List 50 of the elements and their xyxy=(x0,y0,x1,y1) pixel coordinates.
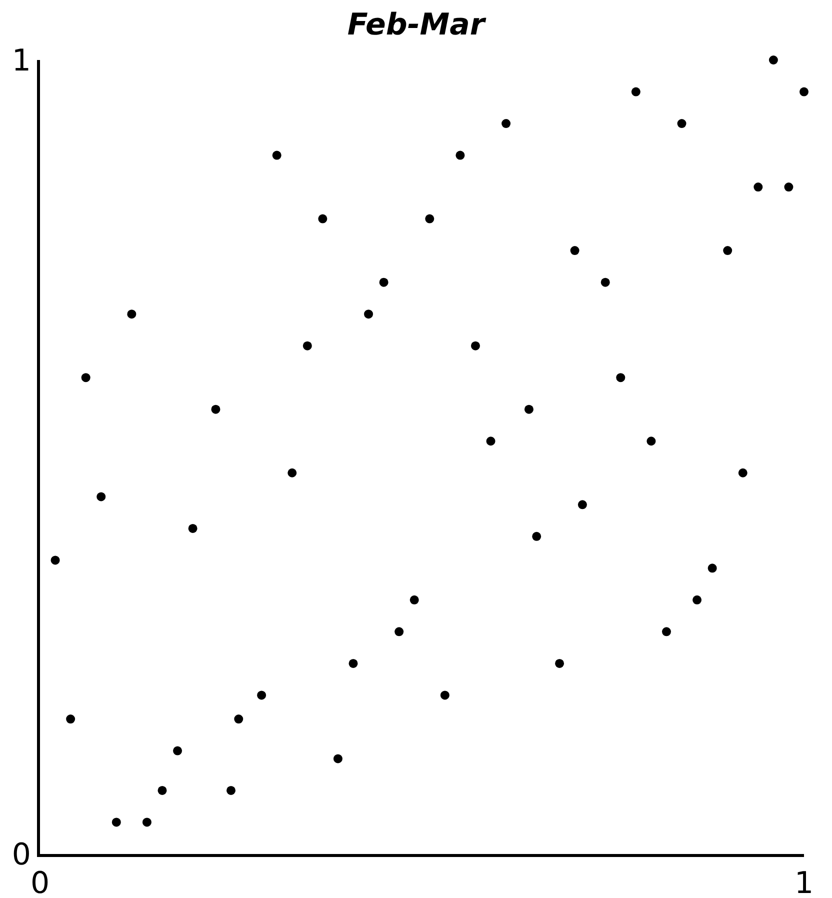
point xyxy=(677,119,686,128)
point xyxy=(754,182,763,192)
point xyxy=(631,87,640,96)
point xyxy=(646,436,656,446)
point xyxy=(425,214,434,224)
point xyxy=(96,492,106,502)
point xyxy=(784,182,794,192)
point xyxy=(738,468,748,478)
point xyxy=(348,658,358,668)
point xyxy=(470,341,480,350)
point xyxy=(456,150,465,160)
point xyxy=(410,595,419,604)
point xyxy=(127,310,136,319)
point xyxy=(768,56,778,64)
point xyxy=(662,627,671,636)
chart-title: Feb-Mar xyxy=(347,7,487,42)
point xyxy=(570,246,580,256)
point xyxy=(708,564,717,573)
point xyxy=(234,714,244,724)
point xyxy=(616,373,626,382)
point xyxy=(66,714,76,724)
point xyxy=(692,595,702,604)
point xyxy=(188,524,198,533)
point xyxy=(142,818,152,827)
point xyxy=(211,404,220,414)
point xyxy=(288,468,297,478)
point xyxy=(364,310,374,319)
point xyxy=(723,246,732,256)
point xyxy=(112,818,121,827)
point xyxy=(800,87,808,96)
point xyxy=(502,119,511,128)
point xyxy=(524,404,534,414)
point xyxy=(440,690,450,700)
point xyxy=(272,150,282,160)
point xyxy=(394,627,404,636)
point xyxy=(226,786,236,795)
point xyxy=(333,754,342,764)
point xyxy=(50,556,60,565)
point xyxy=(578,500,587,510)
point xyxy=(379,278,388,287)
point xyxy=(173,746,182,756)
point xyxy=(600,278,610,287)
point xyxy=(257,690,266,700)
point xyxy=(81,373,90,382)
point xyxy=(158,786,167,795)
point xyxy=(486,436,496,446)
point xyxy=(555,658,564,668)
point xyxy=(302,341,312,350)
point xyxy=(318,214,328,224)
point xyxy=(532,532,542,541)
